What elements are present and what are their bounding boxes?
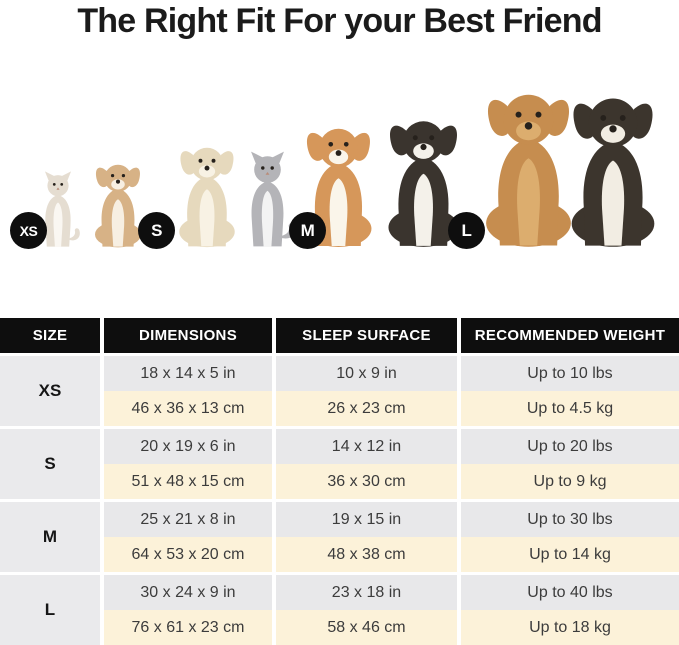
sleep-surface-imperial-cell: 14 x 12 in [276, 429, 457, 464]
dimensions-metric-cell: 46 x 36 x 13 cm [104, 391, 272, 426]
column-header-sleep-surface: SLEEP SURFACE [276, 318, 457, 353]
dimensions-metric-cell: 76 x 61 x 23 cm [104, 610, 272, 645]
size-cell: L [0, 575, 100, 645]
recommended-weight-column: Up to 20 lbs Up to 9 kg [461, 429, 679, 499]
table-row-group: L 30 x 24 x 9 in 76 x 61 x 23 cm 23 x 18 in… [0, 575, 679, 645]
dimensions-imperial-cell: 20 x 19 x 6 in [104, 429, 272, 464]
table-row-group: M 25 x 21 x 8 in 64 x 53 x 20 cm 19 x 15 in… [0, 502, 679, 572]
size-badge-xs-label: XS [19, 222, 38, 239]
recommended-weight-imperial-cell: Up to 10 lbs [461, 356, 679, 391]
sleep-surface-imperial-cell: 23 x 18 in [276, 575, 457, 610]
dimensions-imperial-cell: 30 x 24 x 9 in [104, 575, 272, 610]
dimensions-column: 30 x 24 x 9 in 76 x 61 x 23 cm [104, 575, 272, 645]
size-badge-s: S [138, 212, 175, 249]
size-badge-xs: XS [10, 212, 47, 249]
sleep-surface-column: 19 x 15 in 48 x 38 cm [276, 502, 457, 572]
column-header-dimensions: DIMENSIONS [104, 318, 272, 353]
sleep-surface-metric-cell: 36 x 30 cm [276, 464, 457, 499]
size-cell: S [0, 429, 100, 499]
size-badge-m: M [289, 212, 326, 249]
dimensions-metric-cell: 64 x 53 x 20 cm [104, 537, 272, 572]
recommended-weight-metric-cell: Up to 14 kg [461, 537, 679, 572]
size-badge-s-label: S [151, 220, 162, 240]
sleep-surface-column: 23 x 18 in 58 x 46 cm [276, 575, 457, 645]
size-badge-l-label: L [461, 220, 472, 240]
pet-scale-illustration: XS S M L [0, 56, 679, 250]
dog-illustration-rough-collie [571, 98, 655, 247]
recommended-weight-imperial-cell: Up to 30 lbs [461, 502, 679, 537]
column-header-size: SIZE [0, 318, 100, 353]
dimensions-column: 20 x 19 x 6 in 51 x 48 x 15 cm [104, 429, 272, 499]
dimensions-metric-cell: 51 x 48 x 15 cm [104, 464, 272, 499]
size-table: SIZE DIMENSIONS SLEEP SURFACE RECOMMENDE… [0, 318, 679, 645]
sleep-surface-imperial-cell: 10 x 9 in [276, 356, 457, 391]
recommended-weight-column: Up to 40 lbs Up to 18 kg [461, 575, 679, 645]
recommended-weight-imperial-cell: Up to 40 lbs [461, 575, 679, 610]
table-row-group: XS 18 x 14 x 5 in 46 x 36 x 13 cm 10 x 9 in… [0, 356, 679, 426]
dimensions-imperial-cell: 25 x 21 x 8 in [104, 502, 272, 537]
page-title: The Right Fit For your Best Friend [77, 2, 602, 40]
sleep-surface-column: 14 x 12 in 36 x 30 cm [276, 429, 457, 499]
dimensions-imperial-cell: 18 x 14 x 5 in [104, 356, 272, 391]
size-cell: M [0, 502, 100, 572]
size-table-body: XS 18 x 14 x 5 in 46 x 36 x 13 cm 10 x 9 in… [0, 356, 679, 645]
size-cell: XS [0, 356, 100, 426]
recommended-weight-column: Up to 30 lbs Up to 14 kg [461, 502, 679, 572]
size-badge-m-label: M [300, 220, 315, 240]
recommended-weight-metric-cell: Up to 18 kg [461, 610, 679, 645]
recommended-weight-column: Up to 10 lbs Up to 4.5 kg [461, 356, 679, 426]
sleep-surface-imperial-cell: 19 x 15 in [276, 502, 457, 537]
dimensions-column: 25 x 21 x 8 in 64 x 53 x 20 cm [104, 502, 272, 572]
recommended-weight-imperial-cell: Up to 20 lbs [461, 429, 679, 464]
sleep-surface-metric-cell: 58 x 46 cm [276, 610, 457, 645]
dimensions-column: 18 x 14 x 5 in 46 x 36 x 13 cm [104, 356, 272, 426]
table-row-group: S 20 x 19 x 6 in 51 x 48 x 15 cm 14 x 12 in… [0, 429, 679, 499]
column-header-recommended-weight: RECOMMENDED WEIGHT [461, 318, 679, 353]
size-badge-l: L [448, 212, 485, 249]
sleep-surface-metric-cell: 26 x 23 cm [276, 391, 457, 426]
size-table-header: SIZE DIMENSIONS SLEEP SURFACE RECOMMENDE… [0, 318, 679, 353]
sleep-surface-column: 10 x 9 in 26 x 23 cm [276, 356, 457, 426]
sleep-surface-metric-cell: 48 x 38 cm [276, 537, 457, 572]
recommended-weight-metric-cell: Up to 9 kg [461, 464, 679, 499]
recommended-weight-metric-cell: Up to 4.5 kg [461, 391, 679, 426]
